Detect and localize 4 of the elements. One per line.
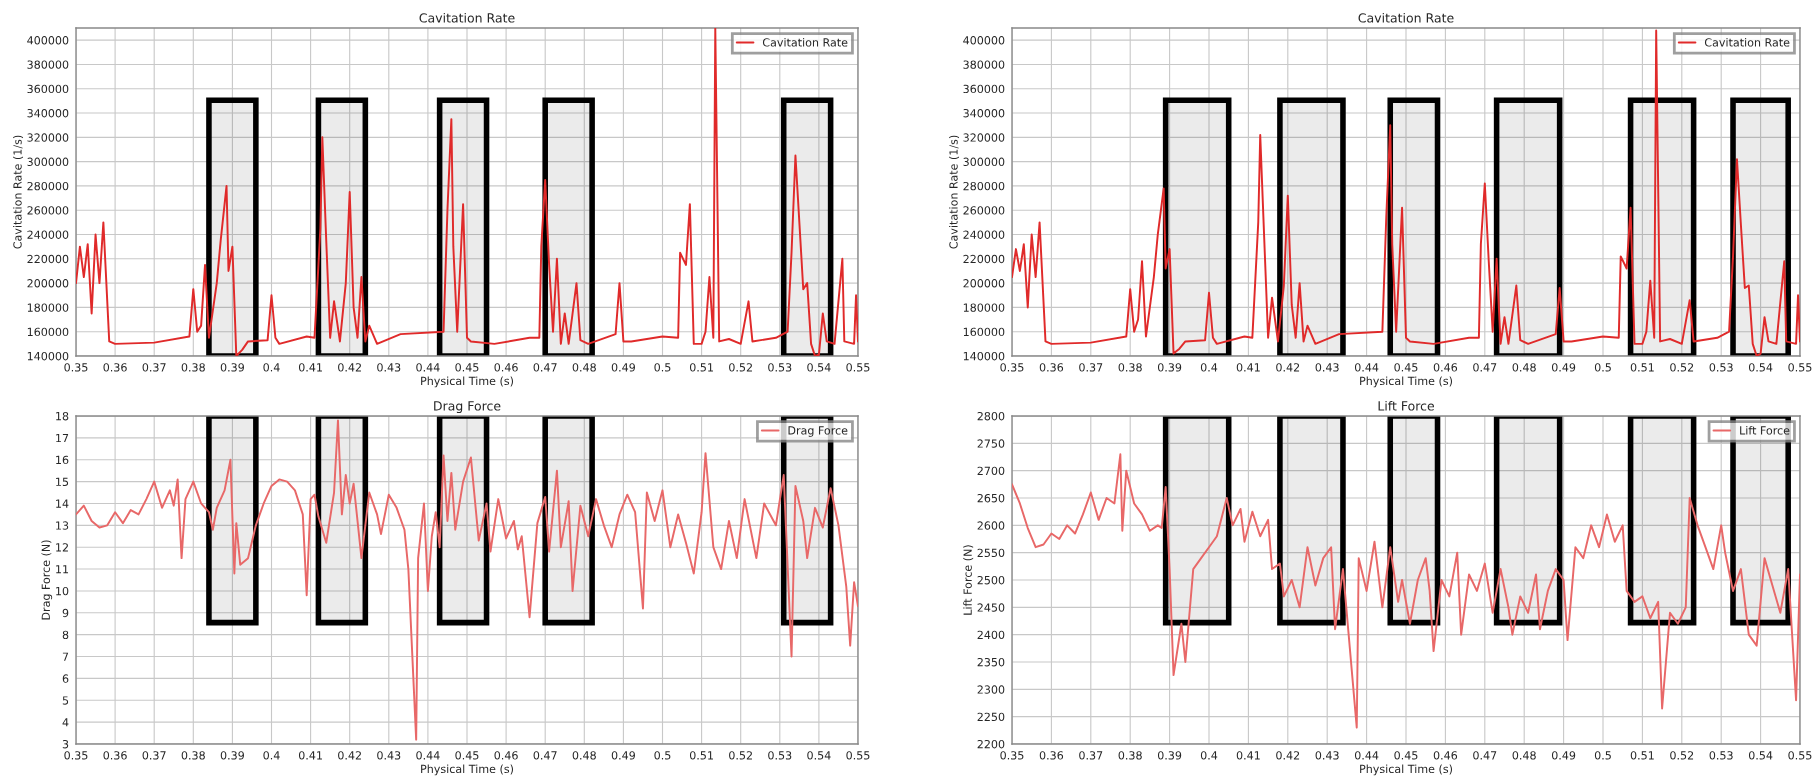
line-series <box>1012 29 1800 356</box>
line-series <box>76 419 858 741</box>
line-series <box>76 28 858 356</box>
line-series <box>1012 453 1800 729</box>
